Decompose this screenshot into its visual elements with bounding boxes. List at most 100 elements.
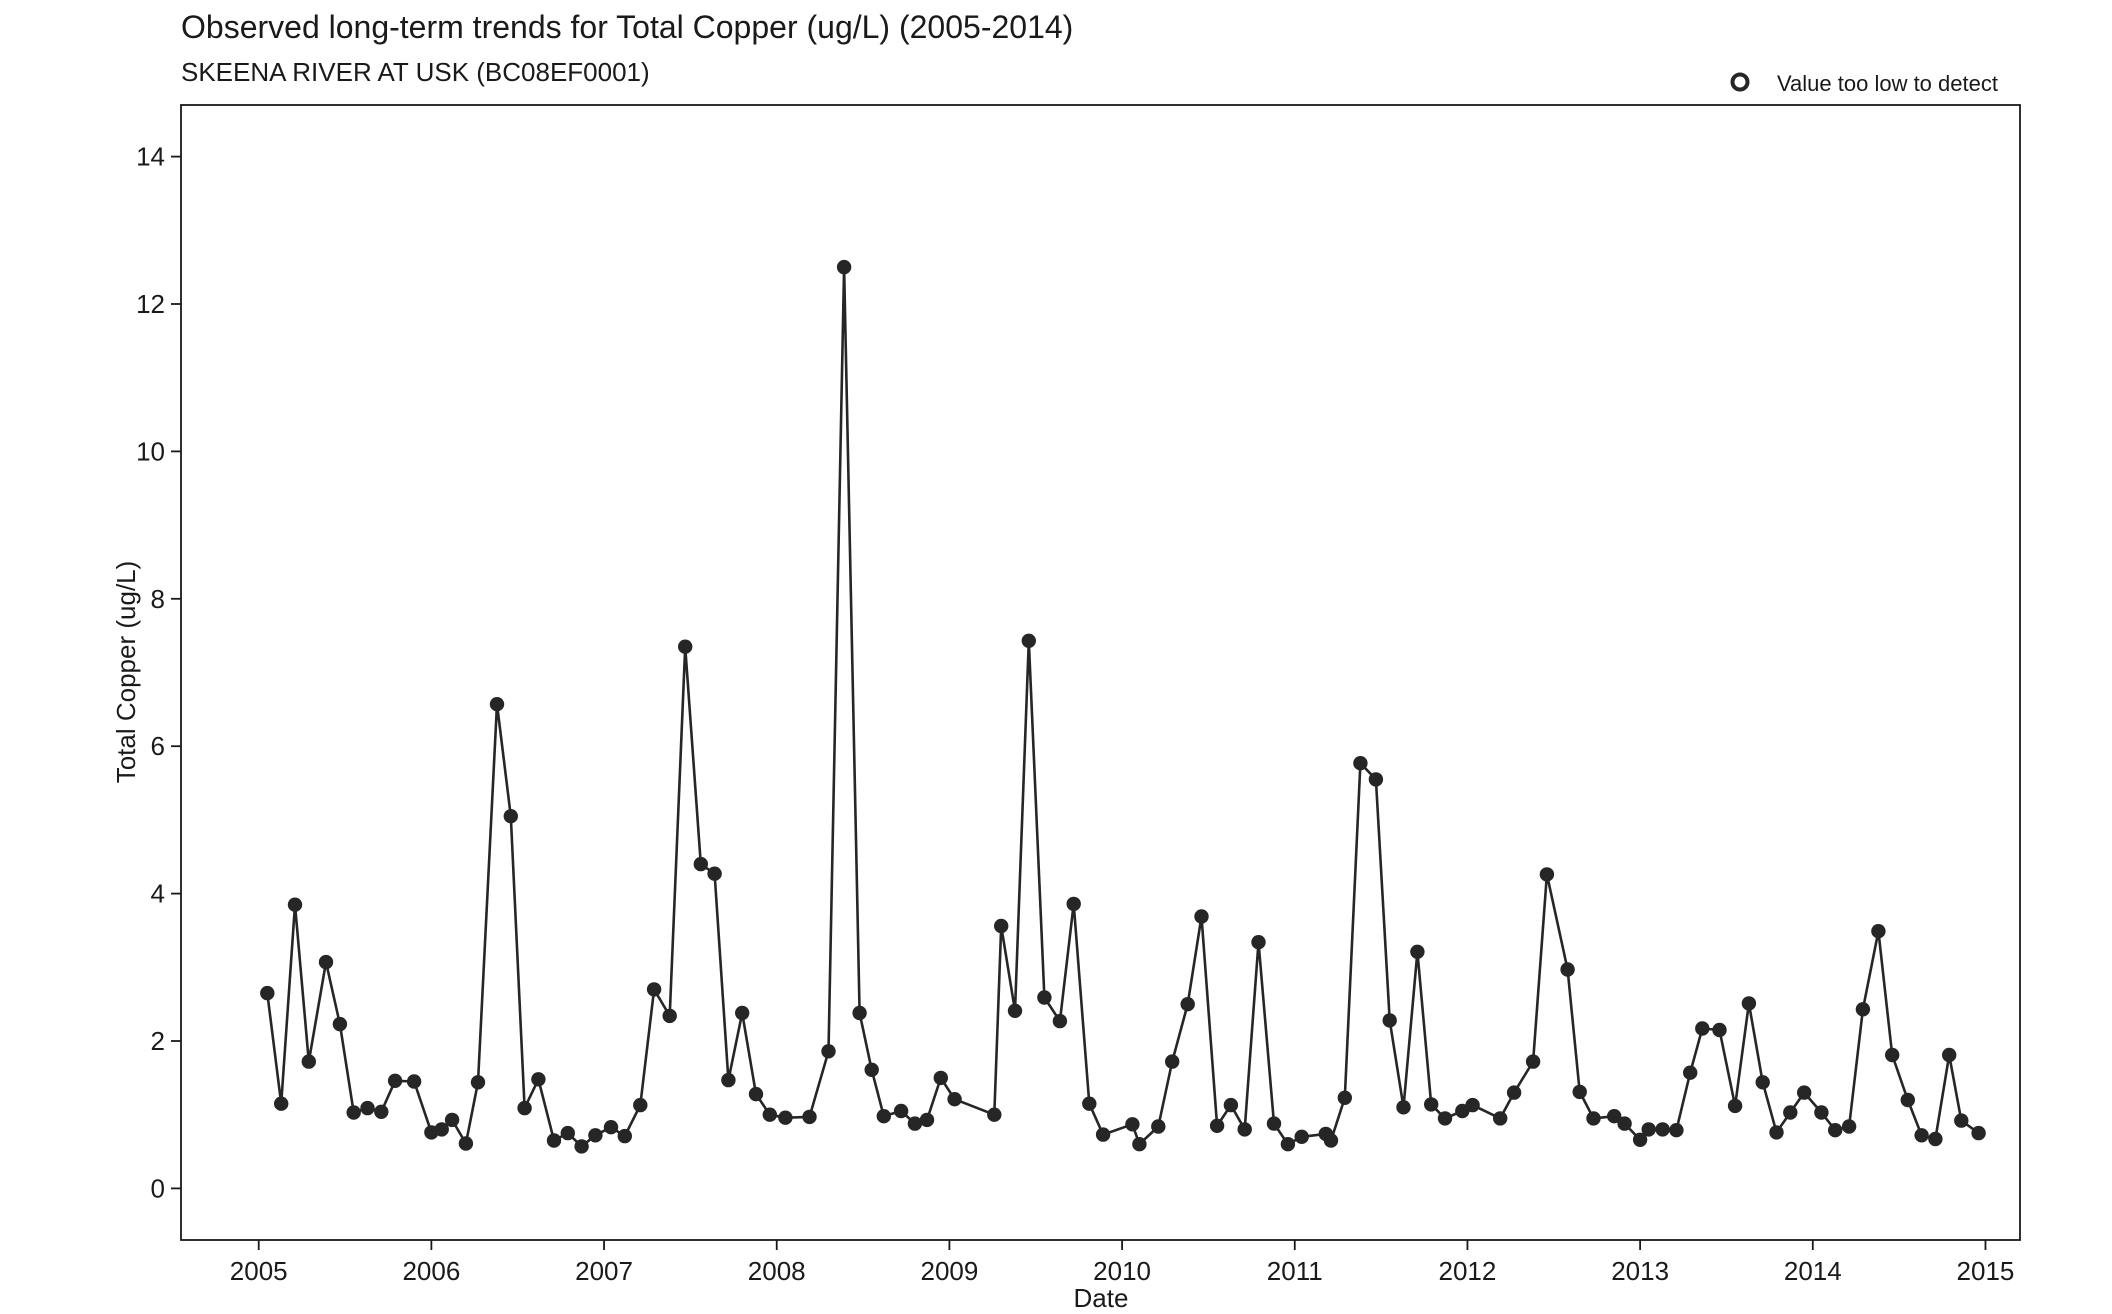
y-tick-label: 4: [151, 879, 165, 909]
data-point: [693, 856, 708, 872]
data-point: [274, 1096, 289, 1111]
data-point: [332, 1016, 348, 1032]
data-point: [1165, 1054, 1180, 1069]
x-tick-label: 2012: [1439, 1256, 1497, 1286]
x-tick-label: 2014: [1784, 1256, 1842, 1286]
data-point: [1954, 1113, 1969, 1128]
data-point: [470, 1075, 486, 1090]
data-point: [1021, 633, 1036, 648]
data-point: [1437, 1111, 1453, 1126]
data-point: [1695, 1021, 1710, 1036]
series-line: [266, 265, 1980, 1148]
data-point: [1209, 1118, 1225, 1134]
data-point: [633, 1097, 648, 1113]
data-point: [287, 897, 303, 912]
data-point: [1465, 1097, 1480, 1113]
data-point: [1572, 1084, 1587, 1100]
data-point: [1251, 935, 1266, 950]
data-point: [434, 1122, 449, 1137]
y-axis: 0 2 4 6 8 10 12 14: [136, 142, 181, 1203]
data-point: [947, 1092, 962, 1107]
data-point: [588, 1128, 603, 1143]
x-tick-label: 2010: [1093, 1256, 1151, 1286]
plot-panel: [180, 104, 2021, 1241]
data-point: [444, 1112, 460, 1128]
chart-title: Observed long-term trends for Total Copp…: [181, 9, 1073, 45]
data-point: [546, 1133, 562, 1148]
data-point: [1066, 896, 1081, 912]
x-tick-label: 2009: [920, 1256, 978, 1286]
data-point: [735, 1005, 750, 1021]
data-point: [1971, 1125, 1986, 1141]
data-point: [1712, 1022, 1727, 1038]
x-tick-label: 2008: [748, 1256, 806, 1286]
y-tick-label: 8: [151, 584, 165, 614]
data-point: [707, 866, 722, 881]
data-point: [1769, 1125, 1784, 1140]
data-point: [1353, 756, 1368, 771]
data-point: [1294, 1129, 1309, 1145]
data-point: [617, 1128, 632, 1144]
legend-label: Value too low to detect: [1777, 71, 1998, 96]
data-point: [1814, 1105, 1829, 1120]
data-point: [1885, 1047, 1900, 1063]
data-point: [919, 1112, 935, 1128]
x-tick-label: 2015: [1957, 1256, 2015, 1286]
y-axis-label: Total Copper (ug/L): [111, 561, 141, 784]
data-point: [762, 1107, 777, 1122]
data-point: [301, 1054, 316, 1069]
data-point: [1237, 1122, 1252, 1137]
x-tick-label: 2007: [575, 1256, 633, 1286]
data-point: [560, 1125, 575, 1141]
data-point: [531, 1072, 546, 1087]
data-point: [1741, 996, 1757, 1011]
data-point: [1223, 1097, 1239, 1113]
data-point: [876, 1109, 891, 1124]
data-point: [1783, 1105, 1798, 1120]
data-point: [1424, 1097, 1439, 1112]
data-point: [1632, 1132, 1648, 1148]
data-point: [1855, 1002, 1871, 1017]
data-point: [1095, 1127, 1111, 1142]
data-point: [603, 1120, 619, 1135]
data-point: [1125, 1117, 1140, 1132]
data-point: [1052, 1013, 1068, 1029]
data-point: [1841, 1119, 1857, 1134]
x-tick-label: 2013: [1611, 1256, 1669, 1286]
data-point: [662, 1008, 677, 1024]
data-point: [678, 639, 693, 654]
data-point: [1586, 1111, 1601, 1126]
data-point: [987, 1107, 1002, 1122]
y-tick-label: 14: [136, 142, 165, 172]
data-point: [318, 954, 334, 970]
data-point: [1617, 1116, 1632, 1131]
data-point: [1132, 1137, 1147, 1152]
data-point: [802, 1109, 817, 1125]
data-point: [1607, 1109, 1622, 1124]
data-point: [1410, 944, 1425, 959]
data-point: [1382, 1013, 1397, 1028]
data-point: [374, 1104, 389, 1120]
data-point: [852, 1005, 867, 1021]
data-point: [646, 982, 662, 997]
data-point: [821, 1044, 836, 1059]
x-axis: 2005 2006 2007 2008 2009 2010 2011 2012 2013 2014…: [230, 1240, 2015, 1286]
chart-subtitle: SKEENA RIVER AT USK (BC08EF0001): [181, 57, 650, 87]
x-tick-label: 2011: [1267, 1256, 1323, 1286]
data-point: [933, 1070, 948, 1086]
y-tick-label: 2: [151, 1026, 165, 1056]
legend: Value too low to detect: [1730, 71, 1998, 96]
data-point: [1560, 962, 1575, 977]
data-point: [1007, 1003, 1023, 1018]
data-point: [1506, 1085, 1522, 1100]
data-point: [1082, 1096, 1097, 1111]
data-point: [864, 1062, 879, 1078]
data-point: [1655, 1122, 1670, 1137]
data-point: [836, 259, 852, 275]
data-point: [1037, 990, 1052, 1005]
data-point: [1914, 1128, 1929, 1143]
data-point: [1942, 1047, 1957, 1063]
data-point: [1871, 924, 1886, 939]
data-point: [1280, 1137, 1296, 1152]
